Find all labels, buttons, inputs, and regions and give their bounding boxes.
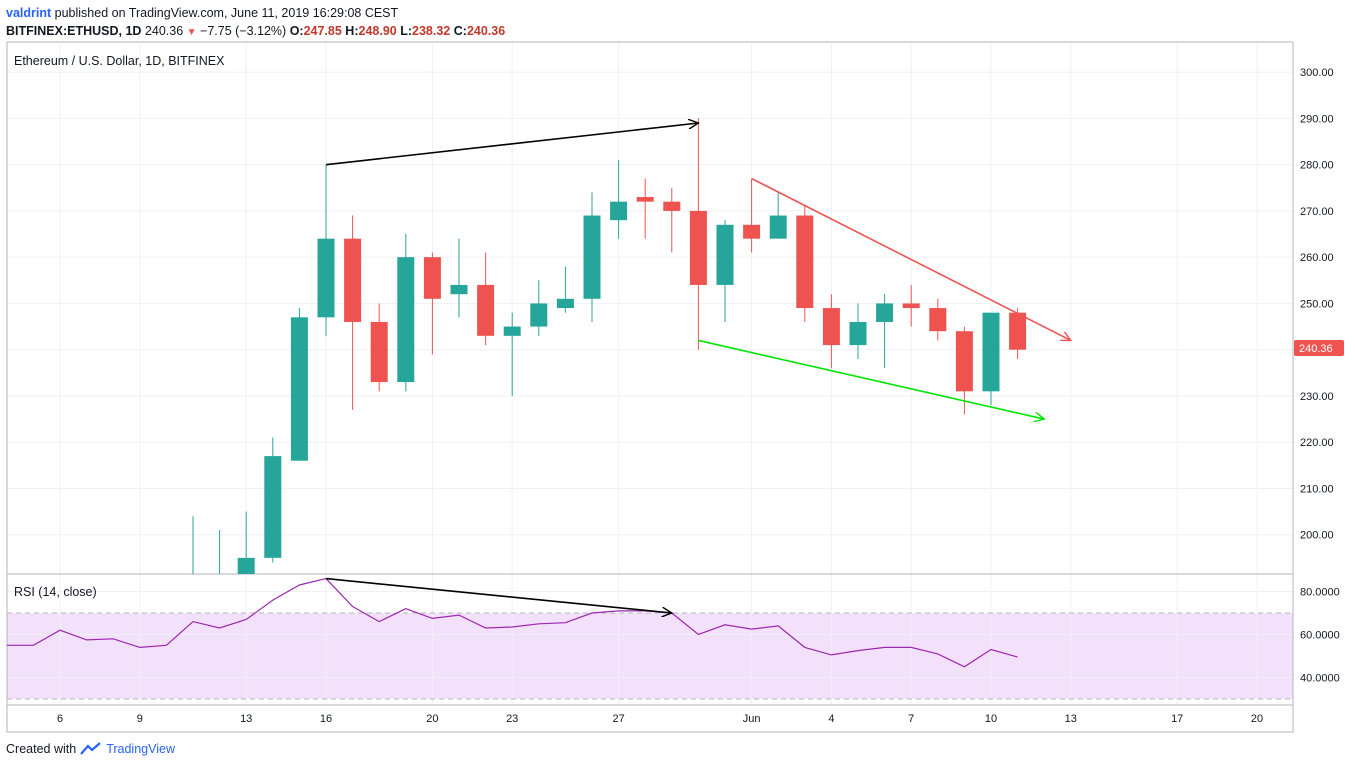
x-tick-label: 27 xyxy=(612,713,624,725)
candle-body xyxy=(902,303,920,309)
candle-body xyxy=(290,317,308,461)
price-tick-label: 280.00 xyxy=(1300,160,1334,172)
candle-body xyxy=(876,303,894,322)
header-row-2: BITFINEX:ETHUSD, 1D 240.36 ▼ −7.75 (−3.1… xyxy=(6,22,505,42)
rsi-tick-label: 80.0000 xyxy=(1300,587,1340,599)
candle-body xyxy=(796,215,814,309)
x-tick-label: 10 xyxy=(985,713,997,725)
high-label: H: xyxy=(345,24,359,38)
rsi-band xyxy=(7,613,1293,699)
x-tick-label: 20 xyxy=(1251,713,1263,725)
down-arrow-icon: ▼ xyxy=(186,27,197,38)
price-tick-label: 290.00 xyxy=(1300,113,1334,125)
open-label: O: xyxy=(289,24,304,38)
candle-body xyxy=(769,215,787,239)
rsi-line xyxy=(6,577,1018,668)
header-row-1: valdrint published on TradingView.com, J… xyxy=(6,4,505,22)
candle-body xyxy=(477,284,495,336)
rsi-trendline xyxy=(325,577,672,613)
last-price-tag-text: 240.36 xyxy=(1299,343,1333,355)
low-label: L: xyxy=(400,24,413,38)
candle-body xyxy=(450,284,468,295)
price-tick-label: 210.00 xyxy=(1300,483,1334,495)
created-with-text: Created with xyxy=(6,742,77,756)
main-pane xyxy=(7,42,1293,574)
price-tick-label: 200.00 xyxy=(1300,530,1334,542)
x-tick-label: 16 xyxy=(320,713,332,725)
last-price: 240.36 xyxy=(144,24,184,38)
close-value: 240.36 xyxy=(466,24,506,38)
candle-body xyxy=(636,197,654,202)
candle-body xyxy=(663,201,681,211)
price-tick-label: 220.00 xyxy=(1300,437,1334,449)
candle-body xyxy=(982,312,1000,392)
candles-group xyxy=(185,118,1027,583)
tradingview-brand[interactable]: TradingView xyxy=(106,742,175,756)
candle-body xyxy=(1009,312,1027,350)
price-tick-label: 250.00 xyxy=(1300,298,1334,310)
chart-header: valdrint published on TradingView.com, J… xyxy=(6,4,505,42)
candle-body xyxy=(370,321,388,383)
candle-body xyxy=(583,215,601,299)
x-tick-label: 13 xyxy=(240,713,252,725)
candle-body xyxy=(955,331,973,392)
price-tick-label: 300.00 xyxy=(1300,67,1334,79)
rsi-pane-title: RSI (14, close) xyxy=(14,585,97,599)
candle-body xyxy=(822,308,840,346)
trendline-green xyxy=(698,339,1044,419)
x-tick-label: 9 xyxy=(137,713,143,725)
x-tick-label: 20 xyxy=(426,713,438,725)
author-link[interactable]: valdrint xyxy=(6,6,52,20)
trendline-red xyxy=(751,177,1071,342)
price-tick-label: 270.00 xyxy=(1300,206,1334,218)
footer: Created with TradingView xyxy=(6,742,175,756)
last-price-tag xyxy=(1294,340,1344,357)
trendline-black xyxy=(325,123,698,166)
rsi-tick-label: 60.0000 xyxy=(1300,630,1340,642)
price-tick-label: 260.00 xyxy=(1300,252,1334,264)
candle-body xyxy=(237,557,255,574)
candle-body xyxy=(530,303,548,327)
price-change: −7.75 (−3.12%) xyxy=(200,24,287,38)
symbol-label: BITFINEX:ETHUSD, 1D xyxy=(6,24,142,38)
published-text: published on TradingView.com, June 11, 2… xyxy=(54,6,399,20)
low-value: 238.32 xyxy=(412,24,451,38)
x-tick-label: 23 xyxy=(506,713,518,725)
x-tick-label: 6 xyxy=(57,713,63,725)
x-tick-label: Jun xyxy=(743,713,761,725)
candle-body xyxy=(185,581,202,583)
tradingview-logo-icon xyxy=(80,742,101,755)
candle-body xyxy=(423,257,441,299)
x-tick-label: 4 xyxy=(828,713,834,725)
candle-body xyxy=(264,456,282,558)
candle-body xyxy=(849,321,867,346)
candle-body xyxy=(503,326,521,336)
x-tick-label: 13 xyxy=(1065,713,1077,725)
candle-body xyxy=(397,257,415,383)
high-value: 248.90 xyxy=(358,24,397,38)
open-value: 247.85 xyxy=(303,24,342,38)
price-tick-label: 230.00 xyxy=(1300,391,1334,403)
candle-body xyxy=(344,238,362,322)
main-pane-title: Ethereum / U.S. Dollar, 1D, BITFINEX xyxy=(14,54,225,68)
candle-body xyxy=(211,581,228,583)
rsi-tick-label: 40.0000 xyxy=(1300,673,1340,685)
close-label: C: xyxy=(453,24,467,38)
candle-body xyxy=(716,224,734,285)
candle-body xyxy=(929,308,947,332)
candle-body xyxy=(689,210,707,285)
candle-body xyxy=(317,238,335,318)
candle-body xyxy=(743,224,761,239)
candle-body xyxy=(556,298,574,309)
candle-body xyxy=(610,201,628,221)
x-tick-label: 7 xyxy=(908,713,914,725)
x-tick-label: 17 xyxy=(1171,713,1183,725)
